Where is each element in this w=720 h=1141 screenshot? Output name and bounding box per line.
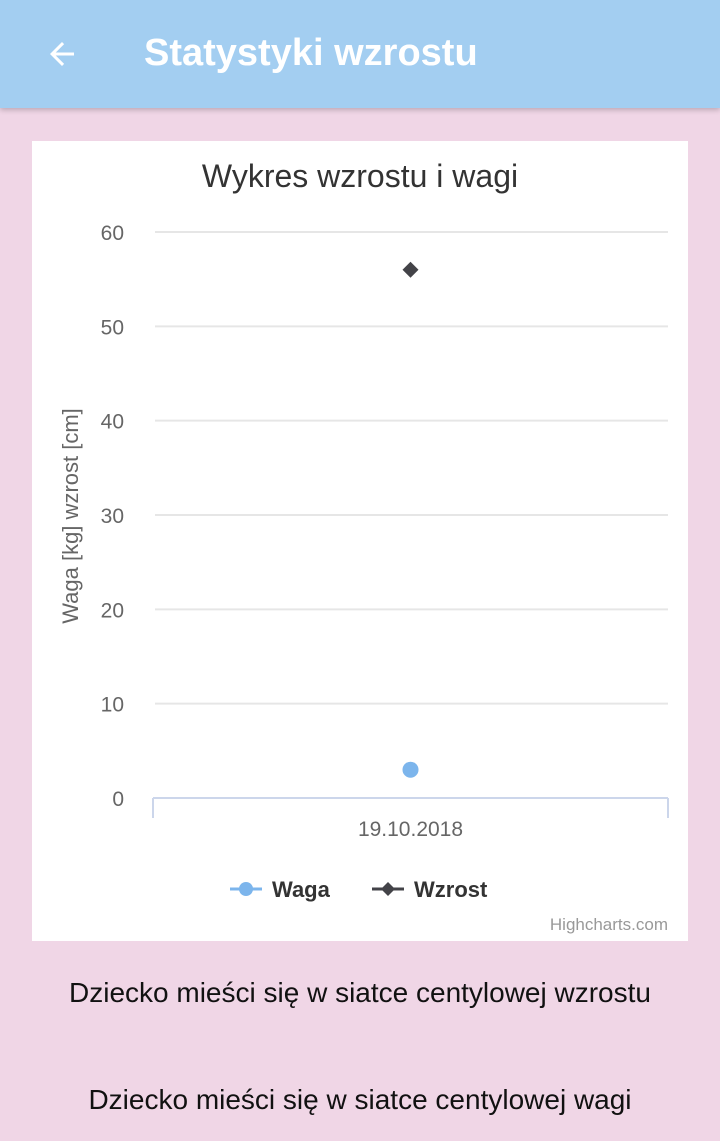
legend-item-waga[interactable]: Waga bbox=[230, 877, 331, 902]
y-tick-label: 0 bbox=[112, 788, 124, 811]
legend-label: Waga bbox=[272, 877, 331, 902]
data-point-waga[interactable] bbox=[402, 761, 419, 778]
legend-marker bbox=[381, 882, 395, 896]
legend-item-wzrost[interactable]: Wzrost bbox=[372, 877, 488, 902]
page-title: Statystyki wzrostu bbox=[144, 32, 478, 74]
chart-credits[interactable]: Highcharts.com bbox=[550, 915, 668, 934]
chart-title: Wykres wzrostu i wagi bbox=[202, 158, 518, 194]
y-tick-label: 20 bbox=[101, 599, 124, 622]
data-point-wzrost[interactable] bbox=[402, 261, 419, 278]
y-tick-label: 50 bbox=[101, 316, 124, 339]
legend-marker bbox=[239, 882, 253, 896]
y-tick-label: 10 bbox=[101, 694, 124, 717]
arrow-left-icon bbox=[50, 42, 74, 66]
y-axis-label: Waga [kg] wzrost [cm] bbox=[58, 408, 83, 624]
y-tick-label: 30 bbox=[101, 505, 124, 528]
y-tick-label: 40 bbox=[101, 411, 124, 434]
x-tick-label: 19.10.2018 bbox=[358, 818, 463, 841]
app-bar: Statystyki wzrostu bbox=[0, 0, 720, 108]
height-centile-message: Dziecko mieści się w siatce centylowej w… bbox=[69, 977, 651, 1008]
back-button[interactable] bbox=[30, 22, 94, 86]
weight-centile-message: Dziecko mieści się w siatce centylowej w… bbox=[88, 1084, 632, 1115]
y-tick-label: 60 bbox=[101, 222, 124, 245]
growth-chart: Wykres wzrostu i wagi Waga [kg] wzrost [… bbox=[58, 158, 669, 934]
chart-card: Wykres wzrostu i wagi Waga [kg] wzrost [… bbox=[32, 141, 688, 941]
legend-label: Wzrost bbox=[414, 877, 488, 902]
